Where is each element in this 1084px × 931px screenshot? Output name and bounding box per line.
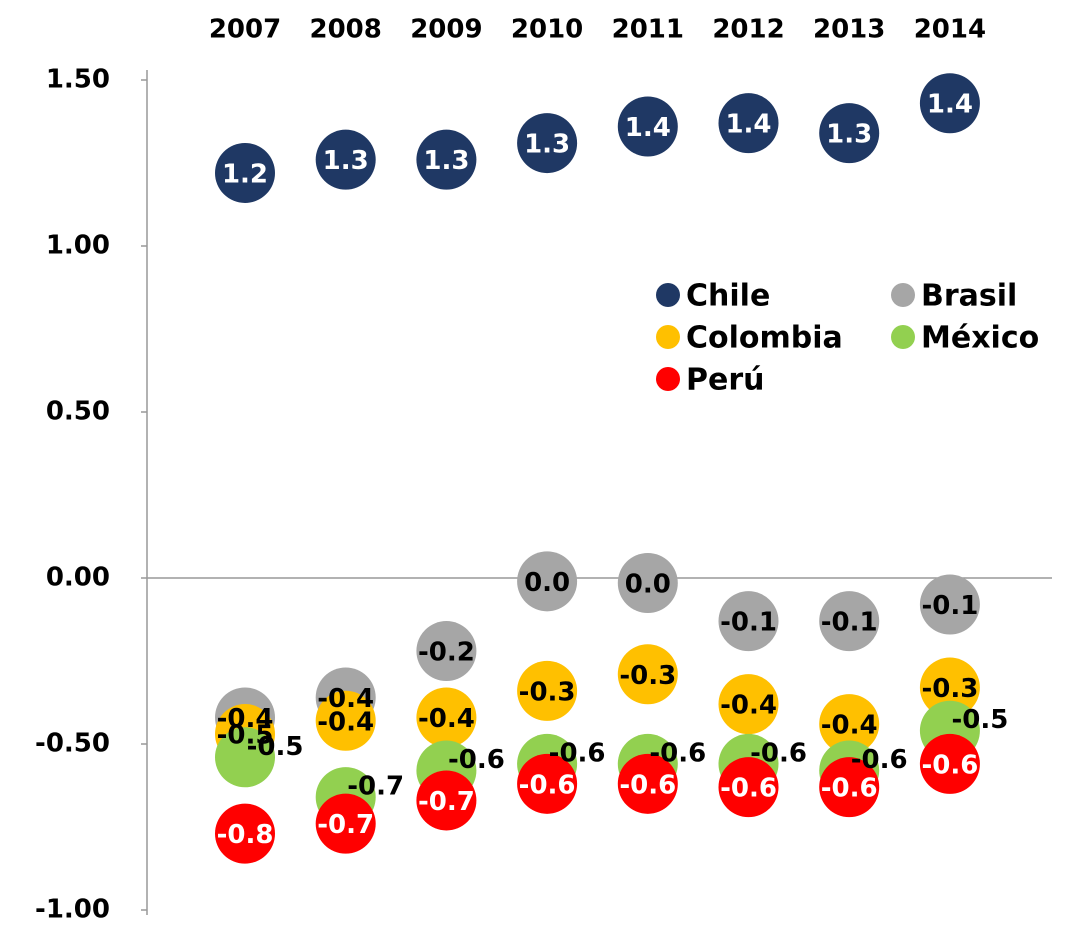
data-label: -0.7 [317, 810, 374, 840]
bubble [919, 733, 980, 794]
bubble [617, 96, 678, 157]
data-label: -0.4 [317, 684, 374, 714]
data-label: 1.3 [323, 146, 369, 176]
bubble [315, 690, 376, 751]
legend-label: México [921, 321, 1039, 356]
data-label: -0.6 [921, 750, 978, 780]
y-tick-label: 1.50 [46, 65, 110, 95]
data-label: -0.7 [347, 772, 404, 802]
data-label: -0.6 [750, 738, 807, 768]
data-label: -0.4 [418, 704, 475, 734]
data-label: -0.6 [519, 770, 576, 800]
bubble [215, 142, 275, 203]
data-label: -0.1 [720, 608, 777, 638]
data-label: -0.5 [247, 732, 304, 762]
y-tick-label: 0.50 [46, 397, 110, 427]
bubble [819, 694, 880, 755]
bubble [416, 687, 477, 748]
legend-marker [891, 325, 915, 349]
legend-marker [891, 283, 915, 307]
data-label: -0.6 [821, 774, 878, 804]
bubble [517, 660, 578, 721]
bubble [718, 757, 779, 818]
bubble [718, 591, 779, 652]
data-label: 1.4 [625, 113, 671, 143]
bubble [718, 93, 779, 154]
data-label: 1.3 [826, 120, 872, 150]
y-tick-label: 0.00 [46, 563, 110, 593]
x-tick-label: 2007 [209, 15, 281, 45]
data-label: -0.3 [619, 661, 676, 691]
data-label: -0.8 [217, 820, 274, 850]
data-label: -0.6 [619, 770, 676, 800]
x-tick-label: 2014 [914, 15, 986, 45]
bubble [718, 674, 779, 735]
x-tick-label: 2010 [511, 15, 583, 45]
data-label: 0.0 [625, 569, 671, 599]
bubble [315, 793, 376, 854]
bubble [315, 129, 376, 190]
data-label: -0.6 [549, 738, 606, 768]
bubble [416, 621, 477, 682]
data-label: -0.1 [921, 591, 978, 621]
bubble [517, 551, 578, 612]
legend-marker [656, 325, 680, 349]
data-label: 1.4 [927, 90, 973, 120]
data-label: -0.6 [649, 738, 706, 768]
y-tick-label: -1.00 [35, 895, 110, 925]
bubble [919, 657, 980, 718]
data-label: -0.6 [720, 774, 777, 804]
bubble [819, 591, 880, 652]
data-label: 0.0 [524, 568, 570, 598]
data-label: -0.3 [921, 674, 978, 704]
x-tick-label: 2013 [813, 15, 885, 45]
bubble [819, 103, 880, 164]
y-tick-label: 1.00 [46, 231, 110, 261]
data-label: 1.2 [222, 159, 268, 189]
x-tick-label: 2008 [310, 15, 382, 45]
y-tick-label: -0.50 [35, 729, 110, 759]
data-label: -0.5 [217, 721, 274, 751]
data-label: -0.1 [821, 608, 878, 638]
data-label: 1.3 [423, 146, 469, 176]
data-label: -0.4 [821, 711, 878, 741]
legend-label: Perú [686, 363, 765, 398]
bubble [215, 727, 275, 788]
bubble [416, 770, 477, 831]
data-label: -0.2 [418, 638, 475, 668]
data-label: 1.4 [725, 110, 771, 140]
legend-label: Colombia [686, 321, 843, 356]
data-label: -0.4 [720, 691, 777, 721]
data-label: -0.5 [951, 705, 1008, 735]
data-label: -0.3 [519, 677, 576, 707]
legend-marker [656, 283, 680, 307]
bubble [416, 129, 477, 190]
x-tick-label: 2011 [612, 15, 684, 45]
bubble [617, 552, 678, 613]
data-label: -0.4 [217, 704, 274, 734]
data-label: -0.6 [448, 745, 505, 775]
bubble [517, 113, 578, 174]
x-tick-label: 2009 [410, 15, 482, 45]
bubble [919, 574, 980, 635]
legend-label: Chile [686, 279, 770, 314]
x-tick-label: 2012 [712, 15, 784, 45]
legend-marker [656, 367, 680, 391]
bubble [819, 757, 880, 818]
data-label: -0.6 [851, 745, 908, 775]
bubble [617, 753, 678, 814]
data-label: -0.4 [317, 707, 374, 737]
data-label: -0.7 [418, 787, 475, 817]
bubble [517, 753, 578, 814]
data-label: 1.3 [524, 130, 570, 160]
legend-label: Brasil [921, 279, 1017, 314]
bubble [215, 803, 275, 864]
bubble [919, 73, 980, 134]
bubble [617, 644, 678, 705]
